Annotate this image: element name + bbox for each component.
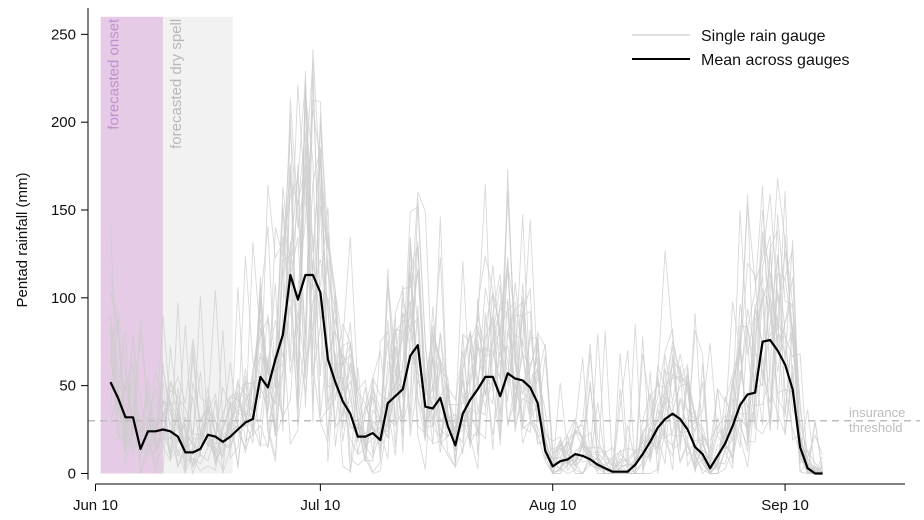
gauge-line-19: [110, 79, 823, 475]
x-tick-label-2: Aug 10: [529, 497, 577, 514]
mean-line: [109, 273, 823, 475]
gauge-line-11: [110, 164, 823, 475]
x-tick-label-1: Jul 10: [300, 497, 340, 514]
gauge-line-10: [110, 61, 823, 474]
x-axis-ticks: Jun 10 Jul 10 Aug 10 Sep 10: [73, 484, 809, 514]
legend: Single rain gauge Mean across gauges: [632, 28, 850, 69]
gauge-line-16: [110, 83, 823, 475]
band-label-0: forecasted onset: [106, 18, 123, 130]
gauge-line-13: [110, 98, 823, 475]
single-gauge-lines: [110, 49, 824, 476]
y-tick-label-150: 150: [51, 202, 76, 219]
gauge-line-14: [110, 99, 824, 475]
gauge-line-8: [110, 49, 823, 475]
legend-label-single-gauge: Single rain gauge: [701, 28, 826, 45]
y-axis-title: Pentad rainfall (mm): [14, 172, 31, 307]
x-tick-label-0: Jun 10: [73, 497, 118, 514]
y-tick-label-100: 100: [51, 290, 76, 307]
gauge-line-18: [110, 94, 823, 475]
band-label-1: forecasted dry spell: [168, 19, 185, 149]
y-tick-label-0: 0: [68, 465, 76, 482]
y-tick-label-50: 50: [59, 378, 76, 395]
insurance-threshold: insurance threshold: [88, 405, 920, 435]
y-axis-ticks: 0 50 100 150 200 250: [51, 26, 88, 482]
mean-series: [109, 273, 823, 475]
legend-label-mean: Mean across gauges: [701, 52, 850, 69]
gauge-line-9: [110, 169, 823, 474]
insurance-threshold-label-line1: insurance: [849, 405, 905, 420]
y-tick-label-250: 250: [51, 26, 76, 43]
axes: 0 50 100 150 200 250 Jun 10 Jul 10 Aug 10 Sep 10…: [14, 8, 905, 514]
x-tick-label-3: Sep 10: [761, 497, 809, 514]
y-tick-label-200: 200: [51, 114, 76, 131]
insurance-threshold-label-line2: threshold: [849, 420, 902, 435]
